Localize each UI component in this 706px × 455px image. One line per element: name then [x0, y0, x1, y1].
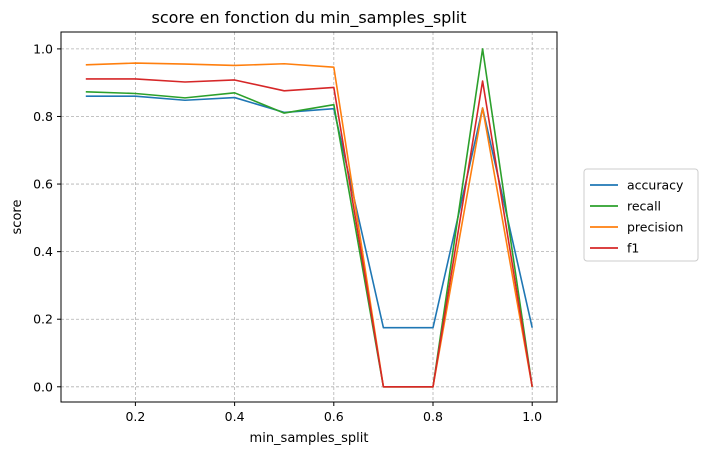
legend-box [583, 168, 699, 262]
y-axis-label: score [10, 200, 25, 235]
grid [61, 32, 557, 402]
legend-label-precision: precision [627, 220, 683, 235]
x-axis-label: min_samples_split [250, 431, 369, 446]
y-tick-label: 0.2 [33, 312, 53, 327]
x-axis: 0.2 0.4 0.6 0.8 1.0 [125, 402, 542, 424]
y-axis: 0.0 0.2 0.4 0.6 0.8 1.0 [33, 41, 61, 394]
y-tick-label: 0.0 [33, 379, 53, 394]
x-tick-label: 0.6 [324, 409, 344, 424]
series-line-accuracy [85, 95, 533, 329]
legend-label-recall: recall [627, 199, 661, 214]
legend-label-f1: f1 [627, 241, 639, 256]
y-tick-label: 0.8 [33, 109, 53, 124]
plot-frame [60, 31, 558, 403]
y-tick-label: 0.6 [33, 177, 53, 192]
y-tick-label: 1.0 [33, 41, 53, 56]
series-line-recall [85, 48, 533, 388]
y-tick-label: 0.4 [33, 244, 53, 259]
series-lines [85, 48, 533, 388]
legend-label-accuracy: accuracy [627, 178, 684, 193]
x-tick-label: 0.8 [423, 409, 443, 424]
chart-title: score en fonction du min_samples_split [152, 8, 467, 28]
x-tick-label: 0.4 [225, 409, 245, 424]
series-line-precision [85, 62, 533, 388]
series-line-f1 [85, 78, 533, 388]
x-tick-label: 1.0 [522, 409, 542, 424]
legend: accuracy recall precision f1 [583, 168, 699, 262]
x-tick-label: 0.2 [125, 409, 145, 424]
